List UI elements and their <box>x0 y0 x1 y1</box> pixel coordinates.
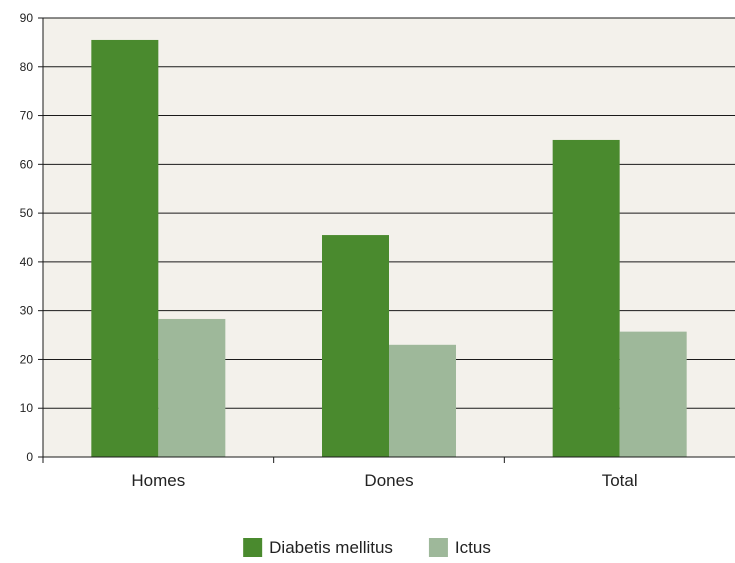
y-tick-label: 90 <box>20 11 34 25</box>
y-tick-label: 80 <box>20 60 34 74</box>
y-tick-label: 70 <box>20 109 34 123</box>
y-tick-label: 0 <box>26 450 33 464</box>
y-tick-label: 20 <box>20 352 34 366</box>
bar-ictus-total <box>619 331 687 457</box>
y-tick-label: 40 <box>20 255 34 269</box>
y-tick-label: 50 <box>20 206 34 220</box>
legend-label: Diabetis mellitus <box>269 538 393 557</box>
legend-swatch <box>243 538 263 557</box>
y-tick-label: 30 <box>20 304 34 318</box>
x-axis-ticks: Homes Dones Total <box>131 457 638 490</box>
bar-ictus-dones <box>389 344 456 457</box>
legend: Diabetis mellitus Ictus <box>243 538 491 557</box>
x-tick-label: Total <box>602 471 638 490</box>
bar-diabetis-mellitus-total <box>552 139 620 457</box>
legend-label: Ictus <box>455 538 491 557</box>
legend-swatch <box>428 538 448 557</box>
bars <box>91 39 687 457</box>
bar-ictus-homes <box>158 318 226 457</box>
y-tick-label: 60 <box>20 157 34 171</box>
y-tick-label: 10 <box>20 401 34 415</box>
x-tick-label: Dones <box>364 471 413 490</box>
bar-diabetis-mellitus-dones <box>322 235 389 457</box>
y-axis-ticks: 0 10 20 30 40 50 60 70 80 90 <box>20 11 43 464</box>
x-tick-label: Homes <box>131 471 185 490</box>
bar-diabetis-mellitus-homes <box>91 39 159 457</box>
